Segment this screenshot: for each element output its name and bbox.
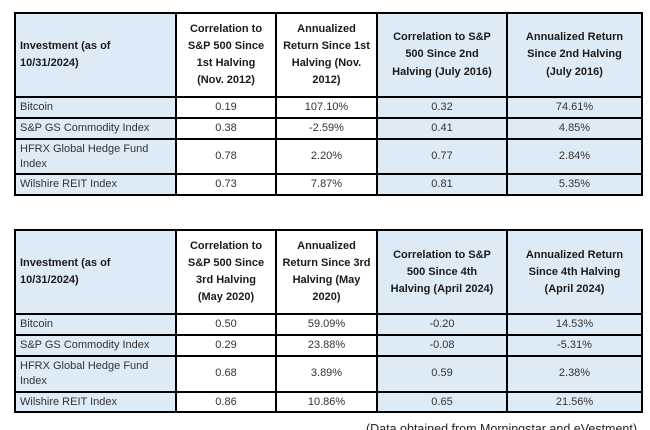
data-cell: -5.31% [506,334,643,357]
header-row: Investment (as of 10/31/2024) Correlation… [14,12,643,98]
data-cell: 107.10% [275,96,378,119]
data-cell: 0.78 [175,137,277,176]
row-label: HFRX Global Hedge Fund Index [14,354,177,393]
header-cell: Correlation to S&P 500 Since 4th Halving… [376,229,508,316]
data-cell: 21.56% [506,390,643,414]
data-cell: -0.08 [376,334,508,357]
data-cell: 0.77 [376,137,508,176]
table-row: Bitcoin 0.19 107.10% 0.32 74.61% [14,96,643,119]
data-cell: 0.32 [376,96,508,119]
header-cell: Correlation to S&P 500 Since 1st Halving… [175,12,277,98]
table-row: Wilshire REIT Index 0.86 10.86% 0.65 21.56% [14,390,643,414]
data-cell: 10.86% [275,390,378,414]
data-cell: 0.59 [376,354,508,393]
row-label: HFRX Global Hedge Fund Index [14,137,177,176]
header-cell: Investment (as of 10/31/2024) [14,229,177,316]
row-label: S&P GS Commodity Index [14,334,177,357]
data-cell: 0.65 [376,390,508,414]
header-cell: Annualized Return Since 4th Halving (Apr… [506,229,643,316]
table-row: HFRX Global Hedge Fund Index 0.78 2.20% 0.7… [14,137,643,176]
header-cell: Annualized Return Since 2nd Halving (Jul… [506,12,643,98]
data-cell: 0.29 [175,334,277,357]
data-cell: 2.84% [506,137,643,176]
data-cell: 0.19 [175,96,277,119]
data-cell: 2.38% [506,354,643,393]
data-cell: 0.41 [376,116,508,140]
header-cell: Correlation to S&P 500 Since 2nd Halving… [376,12,508,98]
row-label: S&P GS Commodity Index [14,116,177,140]
table-row: Bitcoin 0.50 59.09% -0.20 14.53% [14,313,643,337]
header-cell: Annualized Return Since 1st Halving (Nov… [275,12,378,98]
data-cell: 59.09% [275,313,378,337]
header-row: Investment (as of 10/31/2024) Correlation… [14,229,643,316]
row-label: Bitcoin [14,313,177,337]
data-cell: 14.53% [506,313,643,337]
halving-1-2-table: Investment (as of 10/31/2024) Correlation… [14,12,643,197]
data-cell: 5.35% [506,173,643,197]
data-cell: -0.20 [376,313,508,337]
table-row: S&P GS Commodity Index 0.29 23.88% -0.08 -5.… [14,334,643,357]
header-cell: Correlation to S&P 500 Since 3rd Halving… [175,229,277,316]
data-cell: 0.50 [175,313,277,337]
row-label: Bitcoin [14,96,177,119]
data-cell: 0.68 [175,354,277,393]
data-cell: 4.85% [506,116,643,140]
data-cell: 74.61% [506,96,643,119]
data-cell: 0.73 [175,173,277,197]
table-row: HFRX Global Hedge Fund Index 0.68 3.89% 0.5… [14,354,643,393]
data-cell: 2.20% [275,137,378,176]
data-cell: -2.59% [275,116,378,140]
data-cell: 23.88% [275,334,378,357]
row-label: Wilshire REIT Index [14,390,177,414]
data-cell: 0.86 [175,390,277,414]
row-label: Wilshire REIT Index [14,173,177,197]
header-cell: Annualized Return Since 3rd Halving (May… [275,229,378,316]
halving-3-4-table: Investment (as of 10/31/2024) Correlation… [14,229,643,414]
table-row: Wilshire REIT Index 0.73 7.87% 0.81 5.35% [14,173,643,197]
table-row: S&P GS Commodity Index 0.38 -2.59% 0.41 4.85… [14,116,643,140]
data-cell: 0.81 [376,173,508,197]
header-cell: Investment (as of 10/31/2024) [14,12,177,98]
data-source-caption: (Data obtained from Morningstar and eVes… [366,422,637,430]
data-cell: 0.38 [175,116,277,140]
data-cell: 7.87% [275,173,378,197]
data-cell: 3.89% [275,354,378,393]
